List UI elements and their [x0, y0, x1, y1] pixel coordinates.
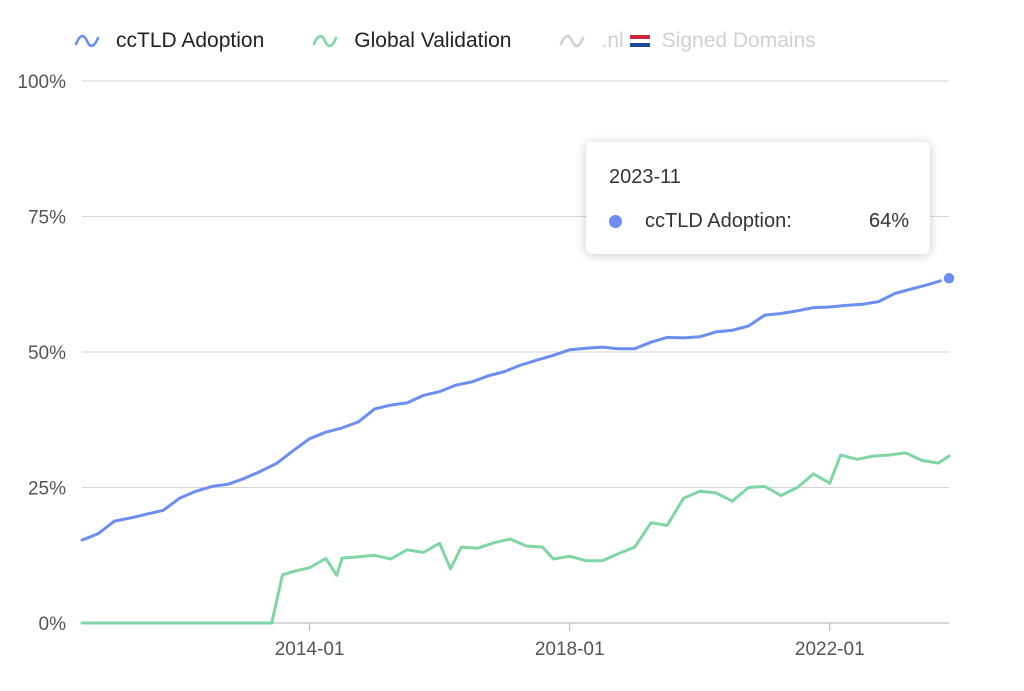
legend-label: Global Validation — [354, 29, 512, 52]
tooltip-series-label: ccTLD Adoption: — [645, 210, 792, 232]
x-tick-label: 2022-01 — [795, 639, 865, 660]
series-lines — [80, 276, 951, 625]
series-line-cctld-adoption — [80, 276, 951, 542]
y-tick-label: 0% — [39, 614, 67, 635]
y-tick-label: 75% — [28, 208, 66, 229]
netherlands-flag-icon — [629, 34, 650, 48]
tooltip-title: 2023-11 — [609, 166, 681, 188]
legend-label-prefix: .nl — [601, 29, 624, 52]
chart-tooltip: 2023-11 ccTLD Adoption: 64% — [586, 142, 930, 254]
series-wave-icon — [312, 34, 338, 48]
highlight-markers — [941, 270, 957, 287]
legend-item-global-validation[interactable]: Global Validation — [312, 29, 511, 53]
highlight-point — [941, 270, 957, 287]
y-tick-label: 25% — [28, 479, 66, 500]
y-tick-label: 100% — [17, 72, 66, 93]
chart-legend: ccTLD Adoption Global Validation .nl Sig… — [74, 26, 864, 56]
x-tick-label: 2018-01 — [535, 639, 605, 660]
legend-item-cctld-adoption[interactable]: ccTLD Adoption — [74, 29, 264, 53]
series-wave-icon — [560, 34, 585, 48]
series-dot-icon — [609, 215, 622, 228]
series-line-global-validation — [80, 451, 951, 625]
y-tick-label: 50% — [28, 343, 66, 364]
legend-label: ccTLD Adoption — [116, 29, 265, 52]
x-tick-label: 2014-01 — [275, 639, 345, 660]
legend-item-nl-signed-domains[interactable]: .nl Signed Domains — [559, 29, 816, 53]
tooltip-row: ccTLD Adoption: 64% — [609, 210, 909, 233]
legend-label-suffix: Signed Domains — [661, 29, 816, 52]
tooltip-value: 64% — [868, 210, 909, 232]
series-wave-icon — [74, 34, 100, 48]
